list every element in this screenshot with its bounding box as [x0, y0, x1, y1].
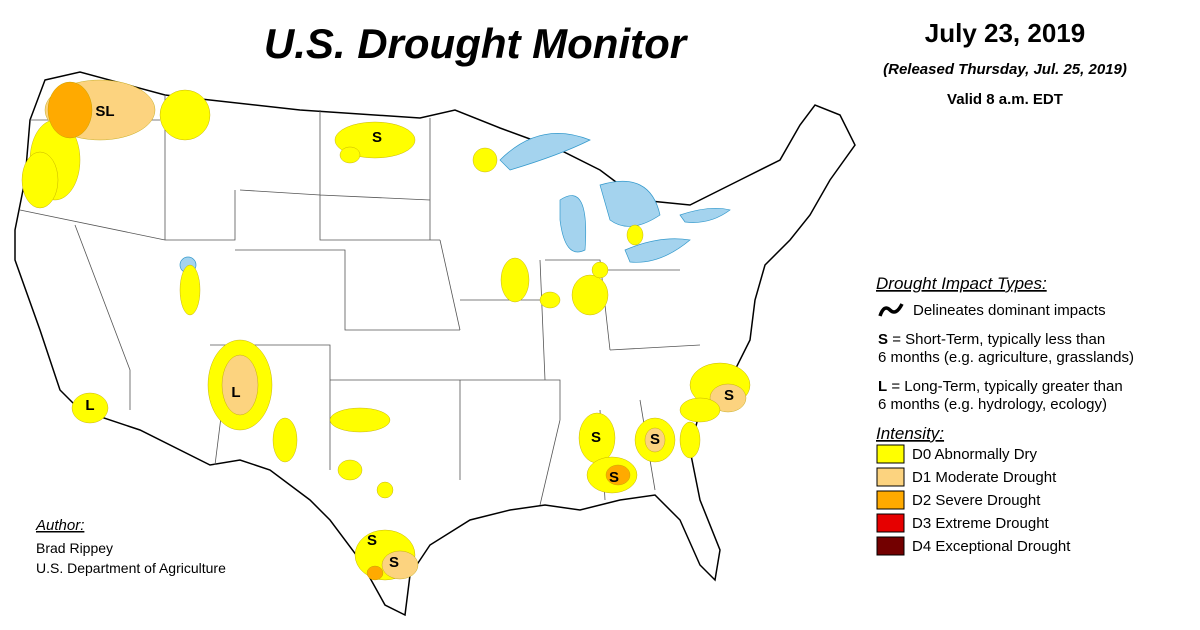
impact-label: S	[367, 532, 377, 549]
intensity-swatch	[876, 467, 905, 487]
drought-area	[221, 354, 259, 416]
title: U.S. Drought Monitor	[264, 20, 689, 67]
drought-areas	[21, 79, 751, 581]
impact-line-icon	[878, 303, 904, 317]
delineates: Delineates dominant impacts	[913, 302, 1106, 319]
drought-area	[679, 421, 701, 459]
intensity-label: D3 Extreme Drought	[912, 515, 1050, 532]
drought-area	[644, 427, 666, 453]
intensity-swatch	[876, 490, 905, 510]
impact-label: L	[231, 384, 240, 401]
drought-area	[472, 147, 498, 173]
drought-area	[21, 151, 59, 209]
drought-area	[381, 550, 419, 580]
drought-area	[679, 397, 721, 423]
intensity-label: D0 Abnormally Dry	[912, 446, 1038, 463]
long-term-line2: 6 months (e.g. hydrology, ecology)	[878, 396, 1107, 413]
impact-heading: Drought Impact Types:	[876, 274, 1047, 293]
author-heading: Author:	[35, 517, 84, 534]
short-term-text: = Short-Term, typically less than	[892, 331, 1105, 348]
drought-area	[709, 383, 747, 413]
intensity-levels: D0 Abnormally Dry D1 Moderate Drought D2 S…	[876, 444, 1071, 556]
impact-label: S	[609, 469, 619, 486]
drought-area	[272, 417, 298, 463]
impact-label: S	[389, 554, 399, 571]
us-outline	[14, 71, 856, 617]
long-term-text: = Long-Term, typically greater than	[891, 378, 1122, 395]
author-name: Brad Rippey	[36, 540, 113, 556]
intensity-swatch	[876, 536, 905, 556]
drought-area	[337, 459, 363, 481]
intensity-label: D2 Severe Drought	[912, 492, 1041, 509]
long-term-letter: L	[878, 378, 887, 395]
valid-time: Valid 8 a.m. EDT	[947, 91, 1063, 108]
drought-area	[591, 261, 609, 279]
intensity-label: D4 Exceptional Drought	[912, 538, 1071, 555]
drought-area	[500, 257, 530, 303]
drought-area	[179, 264, 201, 316]
drought-area	[339, 146, 361, 164]
legend: Drought Impact Types: Delineates dominan…	[876, 274, 1134, 556]
drought-area	[47, 81, 93, 139]
intensity-swatch	[876, 444, 905, 464]
intensity-label: D1 Moderate Drought	[912, 469, 1057, 486]
author-block: Author: Brad Rippey U.S. Department of A…	[35, 517, 226, 576]
impact-label: SL	[95, 103, 114, 120]
date: July 23, 2019	[925, 18, 1085, 48]
drought-area	[329, 407, 391, 433]
drought-area	[376, 481, 394, 499]
short-term-line2: 6 months (e.g. agriculture, grasslands)	[878, 349, 1134, 366]
released: (Released Thursday, Jul. 25, 2019)	[883, 61, 1127, 78]
intensity-heading: Intensity:	[876, 424, 944, 443]
impact-label: S	[591, 429, 601, 446]
drought-area	[159, 89, 211, 141]
author-organization: U.S. Department of Agriculture	[36, 560, 226, 576]
intensity-swatch	[876, 513, 905, 533]
drought-area	[626, 224, 644, 246]
drought-area	[366, 565, 384, 581]
short-term-letter: S	[878, 331, 888, 348]
short-term-line1: S = Short-Term, typically less than	[878, 331, 1105, 348]
impact-label: S	[724, 387, 734, 404]
long-term-line1: L = Long-Term, typically greater than	[878, 378, 1123, 395]
drought-area	[539, 291, 561, 309]
impact-label: L	[85, 397, 94, 414]
lakes	[179, 133, 731, 274]
impact-label: S	[650, 431, 660, 448]
drought-area	[71, 392, 109, 424]
drought-area	[571, 274, 609, 316]
drought-area	[605, 464, 631, 486]
impact-label: S	[372, 129, 382, 146]
